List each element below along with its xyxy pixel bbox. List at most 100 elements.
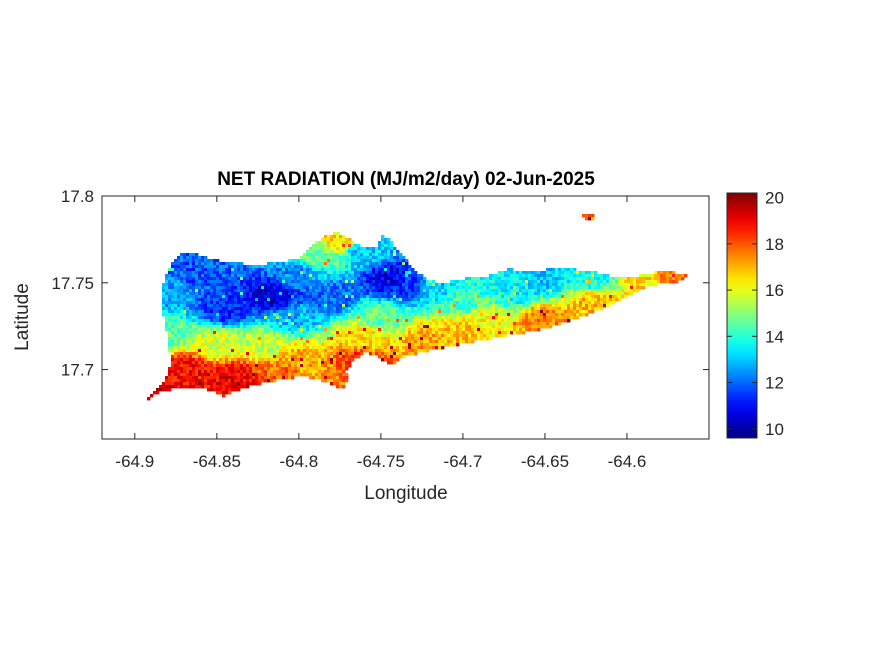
heatmap-cell <box>345 247 349 251</box>
heatmap-cell <box>411 325 415 329</box>
heatmap-cell <box>351 283 355 287</box>
heatmap-cell <box>405 301 409 305</box>
heatmap-cell <box>291 283 295 287</box>
heatmap-cell <box>201 280 205 284</box>
heatmap-cell <box>222 355 226 359</box>
heatmap-cell <box>219 361 223 365</box>
heatmap-cell <box>387 310 391 314</box>
heatmap-cell <box>225 346 229 350</box>
heatmap-cell <box>279 286 283 290</box>
heatmap-cell <box>312 340 316 344</box>
heatmap-cell <box>393 334 397 338</box>
heatmap-cell <box>291 370 295 374</box>
heatmap-cell <box>234 358 238 362</box>
heatmap-cell <box>357 289 361 293</box>
heatmap-cell <box>552 307 556 311</box>
heatmap-cell <box>456 313 460 317</box>
heatmap-cell <box>348 259 352 263</box>
heatmap-cell <box>186 367 190 371</box>
heatmap-cell <box>429 313 433 317</box>
heatmap-cell <box>252 334 256 338</box>
heatmap-cell <box>630 277 634 281</box>
heatmap-cell <box>561 316 565 320</box>
heatmap-cell <box>336 310 340 314</box>
heatmap-cell <box>258 376 262 380</box>
heatmap-cell <box>582 283 586 287</box>
heatmap-cell <box>225 262 229 266</box>
heatmap-cell <box>423 325 427 329</box>
heatmap-cell <box>336 244 340 248</box>
heatmap-cell <box>330 262 334 266</box>
heatmap-cell <box>189 322 193 326</box>
heatmap-cell <box>183 283 187 287</box>
heatmap-cell <box>315 295 319 299</box>
heatmap-cell <box>222 316 226 320</box>
heatmap-cell <box>468 301 472 305</box>
heatmap-cell <box>489 283 493 287</box>
heatmap-cell <box>321 298 325 302</box>
heatmap-cell <box>276 367 280 371</box>
heatmap-cell <box>462 331 466 335</box>
heatmap-cell <box>186 355 190 359</box>
heatmap-cell <box>390 355 394 359</box>
heatmap-cell <box>384 289 388 293</box>
heatmap-cell <box>174 361 178 365</box>
heatmap-cell <box>402 304 406 308</box>
heatmap-cell <box>471 286 475 290</box>
heatmap-cell <box>201 373 205 377</box>
heatmap-cell <box>315 286 319 290</box>
heatmap-cell <box>339 250 343 254</box>
heatmap-cell <box>237 325 241 329</box>
heatmap-cell <box>597 301 601 305</box>
heatmap-cell <box>543 295 547 299</box>
heatmap-cell <box>252 355 256 359</box>
heatmap-cell <box>378 316 382 320</box>
heatmap-cell <box>309 334 313 338</box>
heatmap-cell <box>501 322 505 326</box>
heatmap-cell <box>198 322 202 326</box>
heatmap-cell <box>216 301 220 305</box>
heatmap-cell <box>453 313 457 317</box>
heatmap-cell <box>261 373 265 377</box>
heatmap-cell <box>228 295 232 299</box>
heatmap-cell <box>405 346 409 350</box>
heatmap-cell <box>342 244 346 248</box>
heatmap-cell <box>333 349 337 353</box>
heatmap-cell <box>372 247 376 251</box>
heatmap-cell <box>234 307 238 311</box>
heatmap-cell <box>414 277 418 281</box>
heatmap-cell <box>231 289 235 293</box>
heatmap-cell <box>228 307 232 311</box>
heatmap-cell <box>240 328 244 332</box>
heatmap-cell <box>291 277 295 281</box>
heatmap-cell <box>414 346 418 350</box>
heatmap-cell <box>180 307 184 311</box>
heatmap-cell <box>390 358 394 362</box>
heatmap-cell <box>390 346 394 350</box>
heatmap-cell <box>441 337 445 341</box>
heatmap-cell <box>279 334 283 338</box>
heatmap-cell <box>285 364 289 368</box>
heatmap-cell <box>273 286 277 290</box>
heatmap-cell <box>318 346 322 350</box>
heatmap-cell <box>444 337 448 341</box>
heatmap-cell <box>237 346 241 350</box>
heatmap-cell <box>228 274 232 278</box>
heatmap-cell <box>549 310 553 314</box>
heatmap-cell <box>387 283 391 287</box>
heatmap-cell <box>618 298 622 302</box>
heatmap-cell <box>225 280 229 284</box>
heatmap-cell <box>207 367 211 371</box>
heatmap-cell <box>321 238 325 242</box>
heatmap-cell <box>408 346 412 350</box>
heatmap-cell <box>327 241 331 245</box>
heatmap-cell <box>384 358 388 362</box>
heatmap-cell <box>519 304 523 308</box>
heatmap-cell <box>450 316 454 320</box>
heatmap-cell <box>213 283 217 287</box>
heatmap-cell <box>216 343 220 347</box>
heatmap-cell <box>621 289 625 293</box>
heatmap-cell <box>258 364 262 368</box>
